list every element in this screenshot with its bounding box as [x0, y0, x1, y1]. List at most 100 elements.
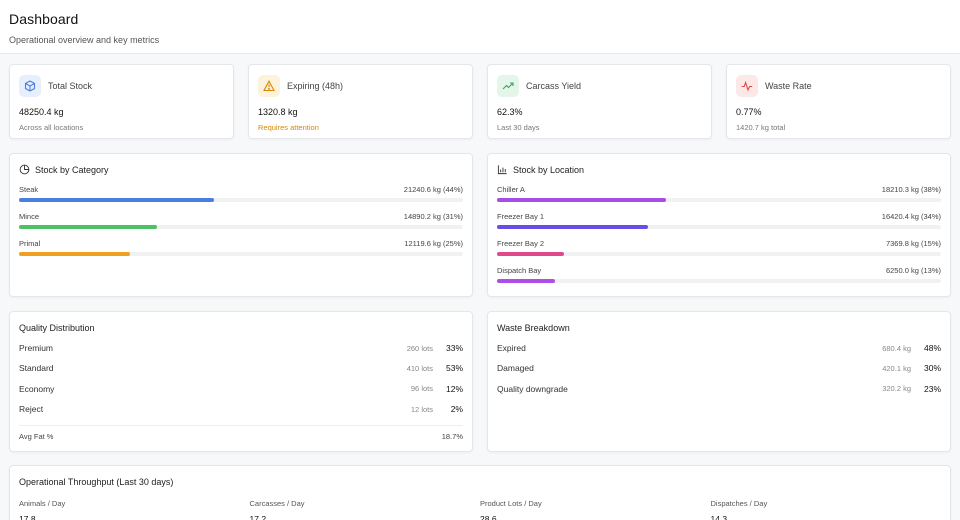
bar-track [497, 252, 941, 256]
quality-row[interactable]: Reject 12 lots 2% [19, 399, 463, 419]
metric-value: 28.6 [480, 514, 497, 520]
row-name: Expired [497, 343, 526, 354]
row-name: Quality downgrade [497, 383, 568, 394]
bar-name: Mince [19, 212, 40, 221]
metric-value: 17.8 [19, 514, 36, 520]
kpi-label: Carcass Yield [526, 81, 582, 91]
throughput-grid: Animals / Day 17.8 Carcasses / Day 17.2 Prod… [19, 499, 941, 520]
panel-title: Stock by Location [513, 164, 585, 175]
stock-by-category-panel: Stock by Category Steak 21240.6 kg (44%) M… [9, 153, 473, 297]
kpi-note: 1420.7 kg total [736, 123, 786, 132]
metric-label: Animals / Day [19, 499, 66, 508]
kpi-card-carcass-yield[interactable]: Carcass Yield 62.3% Last 30 days [487, 64, 712, 139]
bar-row[interactable]: Mince 14890.2 kg (31%) [19, 212, 463, 229]
row-count: 12 lots [410, 404, 433, 414]
row-count: 420.1 kg [882, 363, 911, 373]
quality-row[interactable]: Standard 410 lots 53% [19, 358, 463, 378]
quality-row[interactable]: Economy 96 lots 12% [19, 379, 463, 399]
bar-fill [497, 279, 555, 283]
kpi-card-waste-rate[interactable]: Waste Rate 0.77% 1420.7 kg total [726, 64, 951, 139]
row-name: Premium [19, 343, 54, 354]
bar-labels: Primal 12119.6 kg (25%) [19, 239, 463, 248]
bar-labels: Freezer Bay 2 7369.8 kg (15%) [497, 239, 941, 248]
trend-up-icon [497, 75, 519, 97]
row-values: 420.1 kg 30% [882, 363, 941, 373]
bar-value: 18210.3 kg (38%) [881, 185, 941, 194]
bar-name: Primal [19, 239, 41, 248]
category-bars: Steak 21240.6 kg (44%) Mince 14890.2 kg (31… [19, 185, 463, 256]
bar-track [19, 225, 463, 229]
page-title: Dashboard [9, 11, 79, 27]
page-header: Dashboard Operational overview and key m… [0, 0, 960, 54]
pie-chart-icon [19, 164, 30, 175]
kpi-label: Expiring (48h) [287, 81, 344, 91]
row-percent: 30% [923, 363, 941, 374]
bar-value: 14890.2 kg (31%) [403, 212, 463, 221]
kpi-note: Across all locations [19, 123, 84, 132]
waste-row[interactable]: Damaged 420.1 kg 30% [497, 358, 941, 378]
bar-name: Freezer Bay 2 [497, 239, 545, 248]
bar-fill [19, 198, 215, 202]
bar-row[interactable]: Chiller A 18210.3 kg (38%) [497, 185, 941, 202]
bar-value: 16420.4 kg (34%) [881, 212, 941, 221]
waste-row[interactable]: Expired 680.4 kg 48% [497, 338, 941, 358]
kpi-label: Total Stock [48, 81, 93, 91]
bar-row[interactable]: Steak 21240.6 kg (44%) [19, 185, 463, 202]
bar-name: Chiller A [497, 185, 525, 194]
metric-value: 17.2 [249, 514, 267, 520]
quality-rows: Premium 260 lots 33% Standard 410 lots 53% Eco… [19, 338, 463, 419]
cube-icon [19, 75, 41, 97]
row-percent: 53% [445, 363, 463, 374]
row-values: 320.2 kg 23% [882, 384, 941, 394]
bar-name: Dispatch Bay [497, 266, 542, 275]
row-name: Damaged [497, 363, 534, 374]
pulse-icon [736, 75, 758, 97]
panel-title: Quality Distribution [19, 323, 95, 333]
bar-labels: Mince 14890.2 kg (31%) [19, 212, 463, 221]
bar-name: Freezer Bay 1 [497, 212, 545, 221]
throughput-panel: Operational Throughput (Last 30 days) An… [9, 465, 951, 520]
bar-value: 12119.6 kg (25%) [404, 239, 463, 248]
bar-value: 21240.6 kg (44%) [403, 185, 463, 194]
throughput-metric: Dispatches / Day 14.3 [711, 499, 942, 520]
row-name: Reject [19, 404, 44, 415]
row-count: 320.2 kg [882, 384, 911, 394]
kpi-value: 0.77% [736, 107, 762, 117]
bar-track [497, 225, 941, 229]
waste-row[interactable]: Quality downgrade 320.2 kg 23% [497, 379, 941, 399]
throughput-metric: Carcasses / Day 17.2 [250, 499, 481, 520]
bar-row[interactable]: Dispatch Bay 6250.0 kg (13%) [497, 266, 941, 283]
row-percent: 23% [923, 383, 941, 394]
avg-fat-label: Avg Fat % [19, 432, 54, 442]
metric-label: Product Lots / Day [480, 499, 542, 508]
row-values: 680.4 kg 48% [882, 343, 941, 353]
row-count: 680.4 kg [882, 343, 911, 353]
page-subtitle: Operational overview and key metrics [9, 35, 160, 45]
bar-track [497, 279, 941, 283]
panel-header: Stock by Location [497, 164, 941, 175]
kpi-card-total-stock[interactable]: Total Stock 48250.4 kg Across all locati… [9, 64, 234, 139]
row-percent: 48% [923, 343, 941, 354]
bar-row[interactable]: Primal 12119.6 kg (25%) [19, 239, 463, 256]
kpi-note: Last 30 days [497, 123, 540, 132]
kpi-card-expiring[interactable]: Expiring (48h) 1320.8 kg Requires attent… [248, 64, 473, 139]
bar-value: 6250.0 kg (13%) [885, 266, 941, 275]
row-values: 260 lots 33% [407, 343, 463, 353]
metric-value: 14.3 [710, 514, 728, 520]
bar-chart-icon [497, 165, 507, 175]
bar-fill [497, 252, 564, 256]
row-count: 410 lots [406, 363, 433, 373]
bar-row[interactable]: Freezer Bay 1 16420.4 kg (34%) [497, 212, 941, 229]
kpi-value: 48250.4 kg [19, 107, 64, 117]
throughput-metric: Animals / Day 17.8 [19, 499, 250, 520]
throughput-metric: Product Lots / Day 28.6 [480, 499, 711, 520]
kpi-label: Waste Rate [765, 81, 812, 91]
bar-track [497, 198, 941, 202]
bar-labels: Dispatch Bay 6250.0 kg (13%) [497, 266, 941, 275]
row-percent: 2% [450, 404, 463, 415]
row-values: 96 lots 12% [411, 384, 463, 394]
quality-distribution-panel: Quality Distribution Premium 260 lots 33% S… [9, 311, 473, 452]
bar-row[interactable]: Freezer Bay 2 7369.8 kg (15%) [497, 239, 941, 256]
avg-fat-row: Avg Fat % 18.7% [19, 432, 463, 441]
quality-row[interactable]: Premium 260 lots 33% [19, 338, 463, 358]
